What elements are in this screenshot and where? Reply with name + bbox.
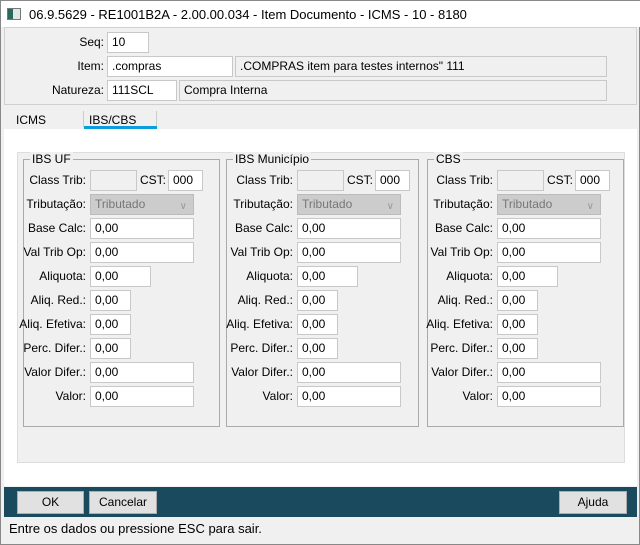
window-title: 06.9.5629 - RE1001B2A - 2.00.00.034 - It… — [29, 6, 467, 22]
aliquota-label: Aliquota: — [246, 269, 293, 283]
group-box: IBS Município — [226, 152, 419, 427]
valor-field[interactable]: 0,00 — [497, 386, 601, 407]
natureza-label: Natureza: — [51, 83, 104, 97]
aliq-efetiva-field[interactable]: 0,00 — [297, 314, 338, 335]
aliquota-field[interactable]: 0,00 — [90, 266, 151, 287]
group-title: IBS Município — [233, 152, 312, 166]
cst-field[interactable]: 000 — [375, 170, 410, 191]
perc-difer-label: Perc. Difer.: — [230, 341, 293, 355]
ok-button[interactable]: OK — [17, 491, 84, 514]
base-calc-field[interactable]: 0,00 — [90, 218, 194, 239]
val-trib-op-field[interactable]: 0,00 — [497, 242, 601, 263]
perc-difer-field[interactable]: 0,00 — [297, 338, 338, 359]
seq-label: Seq: — [79, 35, 104, 49]
class-trib-label: Class Trib: — [29, 173, 86, 187]
base-calc-label: Base Calc: — [434, 221, 493, 235]
valor-label: Valor: — [262, 389, 293, 403]
natureza-desc-field: Compra Interna — [179, 80, 607, 101]
base-calc-field[interactable]: 0,00 — [297, 218, 401, 239]
tributacao-label: Tributação: — [233, 197, 293, 211]
chevron-down-icon: ∨ — [586, 201, 594, 212]
val-trib-op-field[interactable]: 0,00 — [297, 242, 401, 263]
aliquota-label: Aliquota: — [39, 269, 86, 283]
valor-difer-label: Valor Difer.: — [231, 365, 293, 379]
aliquota-field[interactable]: 0,00 — [297, 266, 358, 287]
aliq-red-field[interactable]: 0,00 — [90, 290, 131, 311]
cancel-button[interactable]: Cancelar — [89, 491, 157, 514]
aliq-efetiva-label: Aliq. Efetiva: — [19, 317, 86, 331]
group-box: IBS UF — [23, 152, 220, 427]
tributacao-value: Tributado — [302, 197, 353, 211]
aliquota-field[interactable]: 0,00 — [497, 266, 558, 287]
valor-difer-field[interactable]: 0,00 — [297, 362, 401, 383]
valor-difer-field[interactable]: 0,00 — [90, 362, 194, 383]
base-calc-label: Base Calc: — [234, 221, 293, 235]
aliq-efetiva-label: Aliq. Efetiva: — [426, 317, 493, 331]
tributacao-select[interactable]: Tributado ∨ — [297, 194, 401, 215]
chevron-down-icon: ∨ — [386, 201, 394, 212]
item-label: Item: — [77, 59, 104, 73]
aliq-red-label: Aliq. Red.: — [437, 293, 493, 307]
valor-label: Valor: — [55, 389, 86, 403]
group-title: IBS UF — [30, 152, 73, 166]
tab-divider — [156, 111, 157, 127]
perc-difer-label: Perc. Difer.: — [430, 341, 493, 355]
class-trib-field[interactable] — [90, 170, 137, 191]
tab-ibs-cbs[interactable]: IBS/CBS — [89, 113, 137, 127]
class-trib-field[interactable] — [297, 170, 344, 191]
group-box: CBS — [427, 152, 624, 427]
class-trib-label: Class Trib: — [236, 173, 293, 187]
aliq-efetiva-field[interactable]: 0,00 — [90, 314, 131, 335]
valor-difer-field[interactable]: 0,00 — [497, 362, 601, 383]
item-code-field[interactable]: .compras — [107, 56, 233, 77]
tributacao-value: Tributado — [95, 197, 146, 211]
cst-label: CST: — [346, 173, 373, 187]
status-bar: Entre os dados ou pressione ESC para sai… — [9, 521, 262, 536]
perc-difer-field[interactable]: 0,00 — [497, 338, 538, 359]
valor-difer-label: Valor Difer.: — [431, 365, 493, 379]
seq-field[interactable]: 10 — [107, 32, 149, 53]
aliq-red-label: Aliq. Red.: — [237, 293, 293, 307]
val-trib-op-field[interactable]: 0,00 — [90, 242, 194, 263]
tributacao-select[interactable]: Tributado ∨ — [497, 194, 601, 215]
natureza-code-field[interactable]: 111SCL — [107, 80, 177, 101]
aliq-red-label: Aliq. Red.: — [30, 293, 86, 307]
tributacao-value: Tributado — [502, 197, 553, 211]
aliq-efetiva-label: Aliq. Efetiva: — [226, 317, 293, 331]
item-desc-field: .COMPRAS item para testes internos" 111 — [235, 56, 607, 77]
aliq-red-field[interactable]: 0,00 — [497, 290, 538, 311]
aliq-efetiva-field[interactable]: 0,00 — [497, 314, 538, 335]
cst-label: CST: — [546, 173, 573, 187]
val-trib-op-label: Val Trib Op: — [23, 245, 86, 259]
perc-difer-label: Perc. Difer.: — [23, 341, 86, 355]
base-calc-label: Base Calc: — [27, 221, 86, 235]
help-button[interactable]: Ajuda — [559, 491, 627, 514]
class-trib-label: Class Trib: — [436, 173, 493, 187]
tributacao-label: Tributação: — [433, 197, 493, 211]
val-trib-op-label: Val Trib Op: — [430, 245, 493, 259]
group-title: CBS — [434, 152, 463, 166]
aliquota-label: Aliquota: — [446, 269, 493, 283]
tributacao-select[interactable]: Tributado ∨ — [90, 194, 194, 215]
valor-field[interactable]: 0,00 — [90, 386, 194, 407]
cst-label: CST: — [139, 173, 166, 187]
tab-icms[interactable]: ICMS — [16, 113, 46, 127]
app-icon — [7, 8, 21, 20]
val-trib-op-label: Val Trib Op: — [230, 245, 293, 259]
perc-difer-field[interactable]: 0,00 — [90, 338, 131, 359]
valor-label: Valor: — [462, 389, 493, 403]
cst-field[interactable]: 000 — [575, 170, 610, 191]
chevron-down-icon: ∨ — [179, 201, 187, 212]
base-calc-field[interactable]: 0,00 — [497, 218, 601, 239]
cst-field[interactable]: 000 — [168, 170, 203, 191]
class-trib-field[interactable] — [497, 170, 544, 191]
title-bar: 06.9.5629 - RE1001B2A - 2.00.00.034 - It… — [1, 1, 640, 27]
tab-divider — [83, 111, 84, 127]
tributacao-label: Tributação: — [26, 197, 86, 211]
valor-difer-label: Valor Difer.: — [24, 365, 86, 379]
valor-field[interactable]: 0,00 — [297, 386, 401, 407]
aliq-red-field[interactable]: 0,00 — [297, 290, 338, 311]
active-tab-indicator — [84, 126, 157, 129]
